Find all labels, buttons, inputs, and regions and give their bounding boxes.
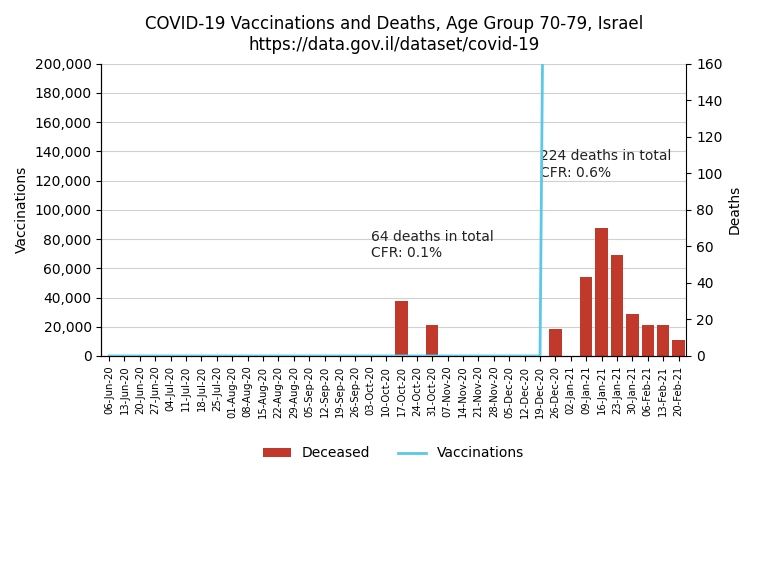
Text: 224 deaths in total
CFR: 0.6%: 224 deaths in total CFR: 0.6% (540, 150, 671, 180)
Y-axis label: Vaccinations: Vaccinations (15, 166, 29, 253)
Vaccinations (289, 353, 298, 359)
Vaccinations (382, 353, 391, 359)
Vaccinations (535, 353, 544, 359)
Vaccinations (182, 353, 191, 359)
Vaccinations (243, 353, 252, 359)
Bar (611, 256, 623, 356)
Vaccinations (335, 353, 344, 359)
Vaccinations (366, 353, 375, 359)
Vaccinations (212, 353, 221, 359)
Bar (550, 328, 562, 356)
Vaccinations (505, 353, 514, 359)
Vaccinations (520, 353, 529, 359)
Y-axis label: Deaths: Deaths (728, 185, 742, 234)
Bar (626, 314, 638, 356)
Bar (657, 325, 669, 356)
Vaccinations (489, 353, 498, 359)
Vaccinations (274, 353, 283, 359)
Vaccinations (428, 353, 437, 359)
Vaccinations (474, 353, 483, 359)
Legend: Deceased, Vaccinations: Deceased, Vaccinations (257, 441, 530, 466)
Vaccinations (228, 353, 237, 359)
Title: COVID-19 Vaccinations and Deaths, Age Group 70-79, Israel
https://data.gov.il/da: COVID-19 Vaccinations and Deaths, Age Gr… (145, 15, 643, 54)
Bar (672, 340, 684, 356)
Vaccinations (459, 353, 468, 359)
Vaccinations (258, 353, 267, 359)
Bar (596, 228, 608, 356)
Vaccinations (304, 353, 313, 359)
Bar (580, 277, 592, 356)
Vaccinations (320, 353, 329, 359)
Vaccinations (350, 353, 360, 359)
Bar (642, 325, 654, 356)
Vaccinations (136, 353, 145, 359)
Vaccinations (197, 353, 206, 359)
Line: Vaccinations: Vaccinations (109, 0, 678, 356)
Vaccinations (443, 353, 452, 359)
Bar (426, 325, 438, 356)
Bar (395, 301, 408, 356)
Vaccinations (104, 353, 114, 359)
Vaccinations (151, 353, 160, 359)
Vaccinations (397, 353, 406, 359)
Vaccinations (166, 353, 175, 359)
Vaccinations (413, 353, 422, 359)
Text: 64 deaths in total
CFR: 0.1%: 64 deaths in total CFR: 0.1% (371, 230, 494, 260)
Vaccinations (120, 353, 129, 359)
